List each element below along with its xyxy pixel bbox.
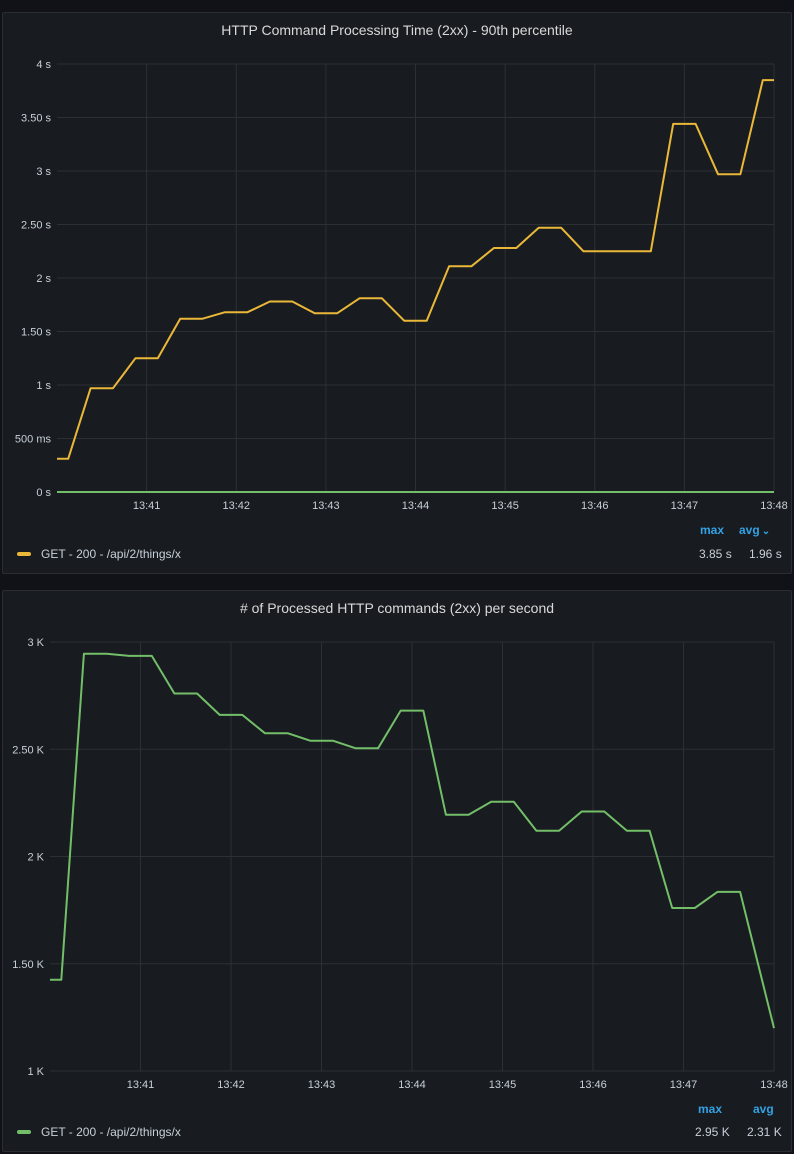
y-tick-label: 2.50 K xyxy=(12,744,44,756)
x-tick-label: 13:41 xyxy=(133,500,161,512)
x-tick-label: 13:43 xyxy=(308,1079,336,1091)
legend-max-header[interactable]: max xyxy=(698,1102,723,1116)
y-tick-label: 2.50 s xyxy=(21,220,51,232)
y-tick-label: 500 ms xyxy=(15,434,52,446)
legend-avg-value: 2.31 K xyxy=(747,1125,782,1139)
legend-swatch-green xyxy=(17,1130,31,1134)
processed-commands-panel: # of Processed HTTP commands (2xx) per s… xyxy=(2,590,792,1152)
chevron-down-icon: ⌄ xyxy=(761,526,771,537)
x-tick-label: 13:48 xyxy=(760,500,788,512)
legend-series-label: GET - 200 - /api/2/things/x xyxy=(41,1125,181,1139)
legend-avg-header[interactable]: avg xyxy=(753,1102,774,1116)
legend-avg-header-label: avg xyxy=(739,523,760,537)
y-tick-label: 4 s xyxy=(36,59,51,71)
legend-max-value: 3.85 s xyxy=(699,547,732,561)
legend-item[interactable]: GET - 200 - /api/2/things/x xyxy=(17,1125,181,1139)
legend-max-value: 2.95 K xyxy=(695,1125,730,1139)
y-tick-label: 3 K xyxy=(27,637,44,649)
y-tick-label: 2 K xyxy=(27,852,44,864)
x-tick-label: 13:46 xyxy=(581,500,609,512)
processing-time-chart[interactable]: 0 s 500 ms 1 s 1.50 s 2 s 2.50 s 3 s 3.50 s 4 s 1… xyxy=(3,13,793,533)
x-tick-label: 13:42 xyxy=(217,1079,245,1091)
series-line-0[interactable] xyxy=(50,652,775,1029)
x-tick-label: 13:46 xyxy=(579,1079,607,1091)
x-tick-label: 13:48 xyxy=(760,1079,788,1091)
panel-title[interactable]: # of Processed HTTP commands (2xx) per s… xyxy=(239,600,555,616)
x-tick-label: 13:45 xyxy=(489,1079,517,1091)
legend-series-label: GET - 200 - /api/2/things/x xyxy=(41,547,181,561)
y-tick-label: 1.50 K xyxy=(12,959,44,971)
y-tick-label: 0 s xyxy=(36,487,51,499)
y-tick-label: 1 K xyxy=(27,1066,44,1078)
legend-avg-value: 1.96 s xyxy=(749,547,782,561)
processed-commands-chart[interactable]: 1 K 1.50 K 2 K 2.50 K 3 K 13:41 13:42 13:43 13:4… xyxy=(3,591,793,1111)
x-tick-label: 13:44 xyxy=(402,500,430,512)
x-tick-label: 13:45 xyxy=(491,500,519,512)
legend-max-header[interactable]: max xyxy=(700,523,725,537)
y-tick-label: 3.50 s xyxy=(21,113,51,125)
x-tick-label: 13:47 xyxy=(671,500,699,512)
x-tick-label: 13:47 xyxy=(670,1079,698,1091)
legend-item[interactable]: GET - 200 - /api/2/things/x xyxy=(17,547,181,561)
x-tick-label: 13:42 xyxy=(222,500,250,512)
x-tick-label: 13:41 xyxy=(127,1079,155,1091)
legend-swatch-yellow xyxy=(17,552,31,556)
legend-avg-header[interactable]: avg ⌄ xyxy=(739,523,770,537)
y-tick-label: 1 s xyxy=(36,380,51,392)
x-tick-label: 13:43 xyxy=(312,500,340,512)
x-tick-label: 13:44 xyxy=(398,1079,426,1091)
panel-title[interactable]: HTTP Command Processing Time (2xx) - 90t… xyxy=(221,22,573,38)
series-line-0[interactable] xyxy=(57,79,774,460)
processing-time-panel: HTTP Command Processing Time (2xx) - 90t… xyxy=(2,12,792,574)
y-tick-label: 3 s xyxy=(36,166,51,178)
y-tick-label: 1.50 s xyxy=(21,327,51,339)
y-tick-label: 2 s xyxy=(36,273,51,285)
